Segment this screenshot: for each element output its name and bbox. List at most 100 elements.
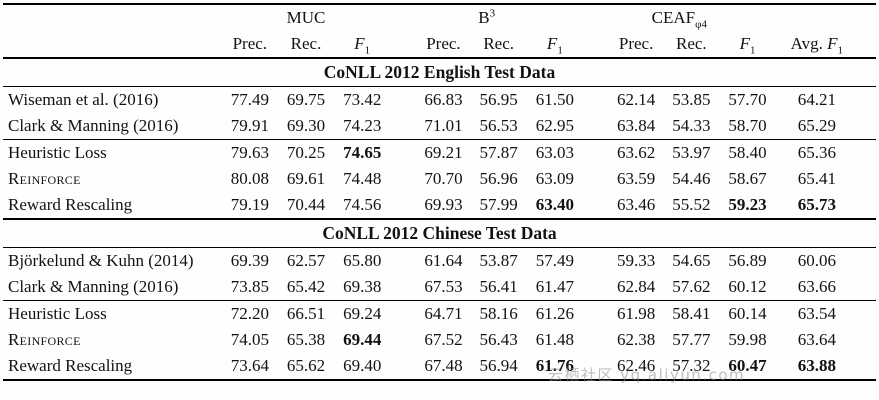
metric-value: 58.40 [728, 143, 767, 162]
col-group-muc: MUC [222, 4, 391, 31]
section-title: CoNLL 2012 Chinese Test Data [3, 218, 876, 248]
metric-value: 65.38 [286, 330, 326, 349]
metric-value: 58.41 [672, 304, 711, 323]
f1-letter: F [827, 34, 838, 53]
muc-label: MUC [286, 8, 326, 27]
metric-value: 55.52 [672, 195, 711, 214]
ceaf-label: CEAF [651, 8, 696, 27]
table-row: Björkelund & Kuhn (2014) 69.39 62.57 65.80 6… [3, 248, 876, 275]
metric-value: 63.40 [535, 195, 574, 214]
f1-letter: F [546, 34, 558, 53]
metric-value: 56.94 [479, 356, 518, 375]
metric-value: 69.40 [343, 356, 382, 375]
metric-value: 53.87 [479, 251, 518, 270]
metric-value: 62.95 [535, 116, 574, 135]
metric-value: 62.57 [286, 251, 326, 270]
metric-value: 61.48 [535, 330, 574, 349]
row-label: Reward Rescaling [8, 195, 133, 214]
section-title: CoNLL 2012 English Test Data [3, 57, 876, 87]
metric-value: 54.65 [672, 251, 711, 270]
metric-value: 65.73 [797, 195, 836, 214]
f1-subscript: 1 [557, 44, 563, 57]
metric-value: 56.53 [479, 116, 518, 135]
metric-value: 56.96 [479, 169, 518, 188]
metric-value: 63.66 [797, 277, 836, 296]
metric-value: 65.36 [797, 143, 836, 162]
row-label: Heuristic Loss [8, 304, 107, 323]
metric-value: 57.87 [479, 143, 518, 162]
ceaf-f1-header: F1 [719, 31, 775, 58]
metric-value: 57.32 [672, 356, 711, 375]
metric-value: 63.54 [797, 304, 836, 323]
section-header-row: CoNLL 2012 English Test Data [3, 57, 876, 87]
empty-avg-header-cell [776, 4, 876, 31]
metric-value: 65.62 [286, 356, 326, 375]
table-row: Clark & Manning (2016) 79.91 69.30 74.23 71.… [3, 113, 876, 140]
metric-value: 62.46 [616, 356, 656, 375]
metric-value: 70.70 [424, 169, 463, 188]
metric-value: 69.38 [343, 277, 382, 296]
table-body: CoNLL 2012 English Test Data Wiseman et a… [3, 57, 876, 380]
metric-value: 63.59 [616, 169, 656, 188]
metric-value: 63.62 [616, 143, 656, 162]
muc-rec-header: Rec. [290, 34, 322, 53]
sub-header-row: Prec. Rec. F1 Prec. Rec. F1 Prec. Rec. F… [3, 31, 876, 58]
metric-value: 66.51 [286, 304, 326, 323]
metric-value: 61.47 [535, 277, 574, 296]
row-label: Wiseman et al. (2016) [8, 90, 159, 109]
muc-f1-header: F1 [334, 31, 390, 58]
metric-value: 62.14 [616, 90, 656, 109]
metric-value: 59.98 [728, 330, 767, 349]
metric-value: 60.47 [728, 356, 767, 375]
metric-value: 74.56 [343, 195, 382, 214]
metric-value: 73.42 [343, 90, 382, 109]
metric-value: 58.67 [728, 169, 767, 188]
metric-value: 57.99 [479, 195, 518, 214]
table-row: Reward Rescaling 73.64 65.62 69.40 67.48 56.9… [3, 353, 876, 380]
metric-value: 69.61 [286, 169, 326, 188]
metric-value: 63.03 [535, 143, 574, 162]
metric-value: 74.65 [343, 143, 382, 162]
table-row: Reinforce 80.08 69.61 74.48 70.70 56.96 63.09 6… [3, 166, 876, 192]
metric-value: 60.06 [797, 251, 836, 270]
b3-f1-header: F1 [527, 31, 583, 58]
avg-prefix: Avg. [790, 34, 828, 53]
metric-value: 74.05 [230, 330, 269, 349]
metric-value: 66.83 [424, 90, 463, 109]
metric-value: 58.70 [728, 116, 767, 135]
metric-value: 57.70 [728, 90, 767, 109]
metric-value: 61.76 [535, 356, 574, 375]
ceaf-subscript: φ4 [695, 18, 707, 31]
metric-value: 79.63 [230, 143, 269, 162]
metric-value: 72.20 [230, 304, 269, 323]
metric-value: 61.26 [535, 304, 574, 323]
metric-value: 65.41 [797, 169, 836, 188]
metric-value: 61.50 [535, 90, 574, 109]
metric-value: 62.38 [616, 330, 656, 349]
metric-value: 69.30 [286, 116, 326, 135]
metric-value: 74.23 [343, 116, 382, 135]
metric-value: 69.93 [424, 195, 463, 214]
metric-value: 58.16 [479, 304, 518, 323]
row-label: Reward Rescaling [8, 356, 133, 375]
metric-value: 67.48 [424, 356, 463, 375]
metric-value: 63.09 [535, 169, 574, 188]
table-row: Reinforce 74.05 65.38 69.44 67.52 56.43 61.48 6… [3, 327, 876, 353]
metric-value: 63.88 [797, 356, 836, 375]
metric-value: 53.85 [672, 90, 711, 109]
metric-value: 62.84 [616, 277, 656, 296]
metric-value: 67.52 [424, 330, 463, 349]
metric-value: 71.01 [424, 116, 463, 135]
f1-subscript: 1 [749, 44, 756, 57]
metric-value: 73.64 [230, 356, 269, 375]
ceaf-prec-header: Prec. [618, 34, 654, 53]
metric-value: 77.49 [230, 90, 269, 109]
metric-value: 69.24 [343, 304, 382, 323]
table-row: Reward Rescaling 79.19 70.44 74.56 69.93 57.9… [3, 192, 876, 219]
row-label: Björkelund & Kuhn (2014) [8, 251, 194, 270]
metric-value: 59.23 [728, 195, 767, 214]
metric-value: 80.08 [230, 169, 269, 188]
metric-value: 69.75 [286, 90, 326, 109]
metric-value: 57.77 [672, 330, 711, 349]
